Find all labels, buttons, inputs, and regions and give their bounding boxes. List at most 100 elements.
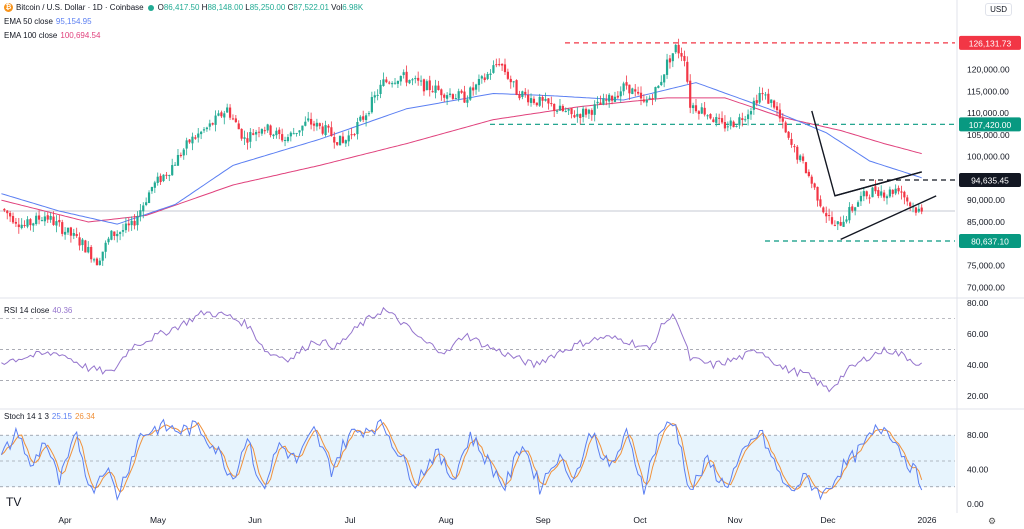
candle-body [78, 237, 81, 246]
time-tick-label: Jun [248, 515, 262, 525]
candle-body [281, 134, 284, 141]
candle-body [289, 132, 292, 137]
candle-body [862, 191, 865, 197]
candle-body [188, 139, 191, 143]
candle-body [807, 171, 810, 177]
pattern-trendline [834, 171, 922, 197]
candle-body [686, 61, 689, 82]
candle-body [665, 59, 669, 75]
candle-body [292, 133, 295, 135]
ohlc-high-value: 88,148.00 [207, 3, 244, 12]
ohlc-open-value: 86,417.50 [163, 3, 200, 12]
ema100-legend[interactable]: EMA 100 close 100,694.54 [4, 31, 100, 40]
candle-body [379, 84, 382, 95]
candle-body [616, 95, 619, 98]
candle-body [744, 119, 747, 121]
price-label-box [959, 233, 1021, 248]
candle-body [602, 98, 605, 105]
candle-body [888, 189, 891, 197]
candle-body [738, 117, 741, 126]
candle-body [590, 110, 593, 115]
candle-body [330, 127, 333, 137]
candle-body [393, 82, 397, 84]
candle-body [596, 101, 599, 104]
candle-body [405, 71, 408, 83]
candle-body [168, 175, 171, 177]
candle-body [506, 71, 509, 79]
candle-body [411, 79, 414, 81]
time-tick-label: Nov [727, 515, 743, 525]
candle-body [3, 208, 6, 211]
candle-body [605, 99, 608, 101]
candle-body [677, 44, 680, 54]
price-tick-label: 70,000.00 [967, 282, 1005, 292]
rsi-tick-label: 80.00 [967, 298, 989, 308]
settings-gear-icon[interactable]: ⚙ [988, 516, 997, 526]
ema50-label: EMA 50 close [4, 17, 53, 26]
candle-body [833, 224, 836, 226]
candle-body [220, 112, 223, 117]
candle-body [561, 105, 564, 112]
candle-body [214, 115, 217, 125]
candle-body [451, 94, 454, 99]
candle-body [263, 130, 266, 132]
candle-body [176, 154, 180, 166]
candle-body [226, 107, 229, 113]
candle-body [558, 105, 562, 111]
candle-body [454, 98, 457, 100]
candle-body [529, 98, 533, 103]
ema50-value: 95,154.95 [55, 17, 92, 26]
time-tick-label: Oct [633, 515, 647, 525]
candle-body [153, 182, 156, 188]
symbol-legend[interactable]: ₿ Bitcoin / U.S. Dollar · 1D · Coinbase O8… [4, 3, 363, 13]
candle-body [654, 87, 657, 99]
candle-body [136, 216, 139, 226]
stoch-legend[interactable]: Stoch 14 1 3 25.15 26.34 [4, 412, 95, 421]
candle-body [110, 230, 113, 240]
candle-body [856, 202, 860, 207]
candle-body [173, 164, 177, 166]
candle-body [310, 118, 313, 125]
candle-body [298, 130, 301, 133]
candle-body [700, 107, 703, 114]
bitcoin-logo-icon: ₿ [4, 3, 13, 13]
candle-body [116, 233, 119, 237]
candle-body [295, 132, 298, 134]
candle-body [338, 135, 342, 146]
price-tick-label: 110,000.00 [967, 108, 1009, 118]
price-label-box [959, 117, 1021, 132]
candle-body [723, 122, 727, 129]
ema50-legend[interactable]: EMA 50 close 95,154.95 [4, 17, 92, 26]
candle-body [353, 134, 356, 136]
candle-body [477, 78, 481, 86]
price-tick-label: 100,000.00 [967, 152, 1010, 162]
symbol-title: Bitcoin / U.S. Dollar · 1D · Coinbase [16, 3, 144, 12]
candle-body [246, 138, 249, 143]
candle-body [880, 191, 883, 196]
candle-body [613, 96, 617, 102]
candle-body [642, 99, 645, 102]
candle-body [781, 118, 784, 122]
time-tick-label: Sep [535, 515, 550, 525]
candle-body [767, 93, 770, 104]
candle-body [741, 118, 744, 120]
candle-body [472, 87, 475, 91]
candle-body [755, 100, 758, 104]
candle-body [98, 260, 101, 265]
candle-body [914, 207, 918, 213]
candle-body [579, 114, 582, 118]
candle-body [625, 82, 628, 86]
price-label-text: 80,637.10 [971, 236, 1009, 246]
rsi-legend[interactable]: RSI 14 close 40.36 [4, 306, 72, 315]
candle-body [419, 80, 423, 82]
candle-body [324, 125, 327, 135]
candle-body [414, 78, 417, 80]
currency-selector[interactable]: USD [985, 3, 1012, 16]
candle-body [657, 85, 660, 88]
candle-body [9, 212, 12, 217]
candle-body [885, 196, 889, 199]
candle-body [854, 207, 857, 211]
candle-body [217, 113, 220, 116]
time-tick-label: 2026 [918, 515, 937, 525]
